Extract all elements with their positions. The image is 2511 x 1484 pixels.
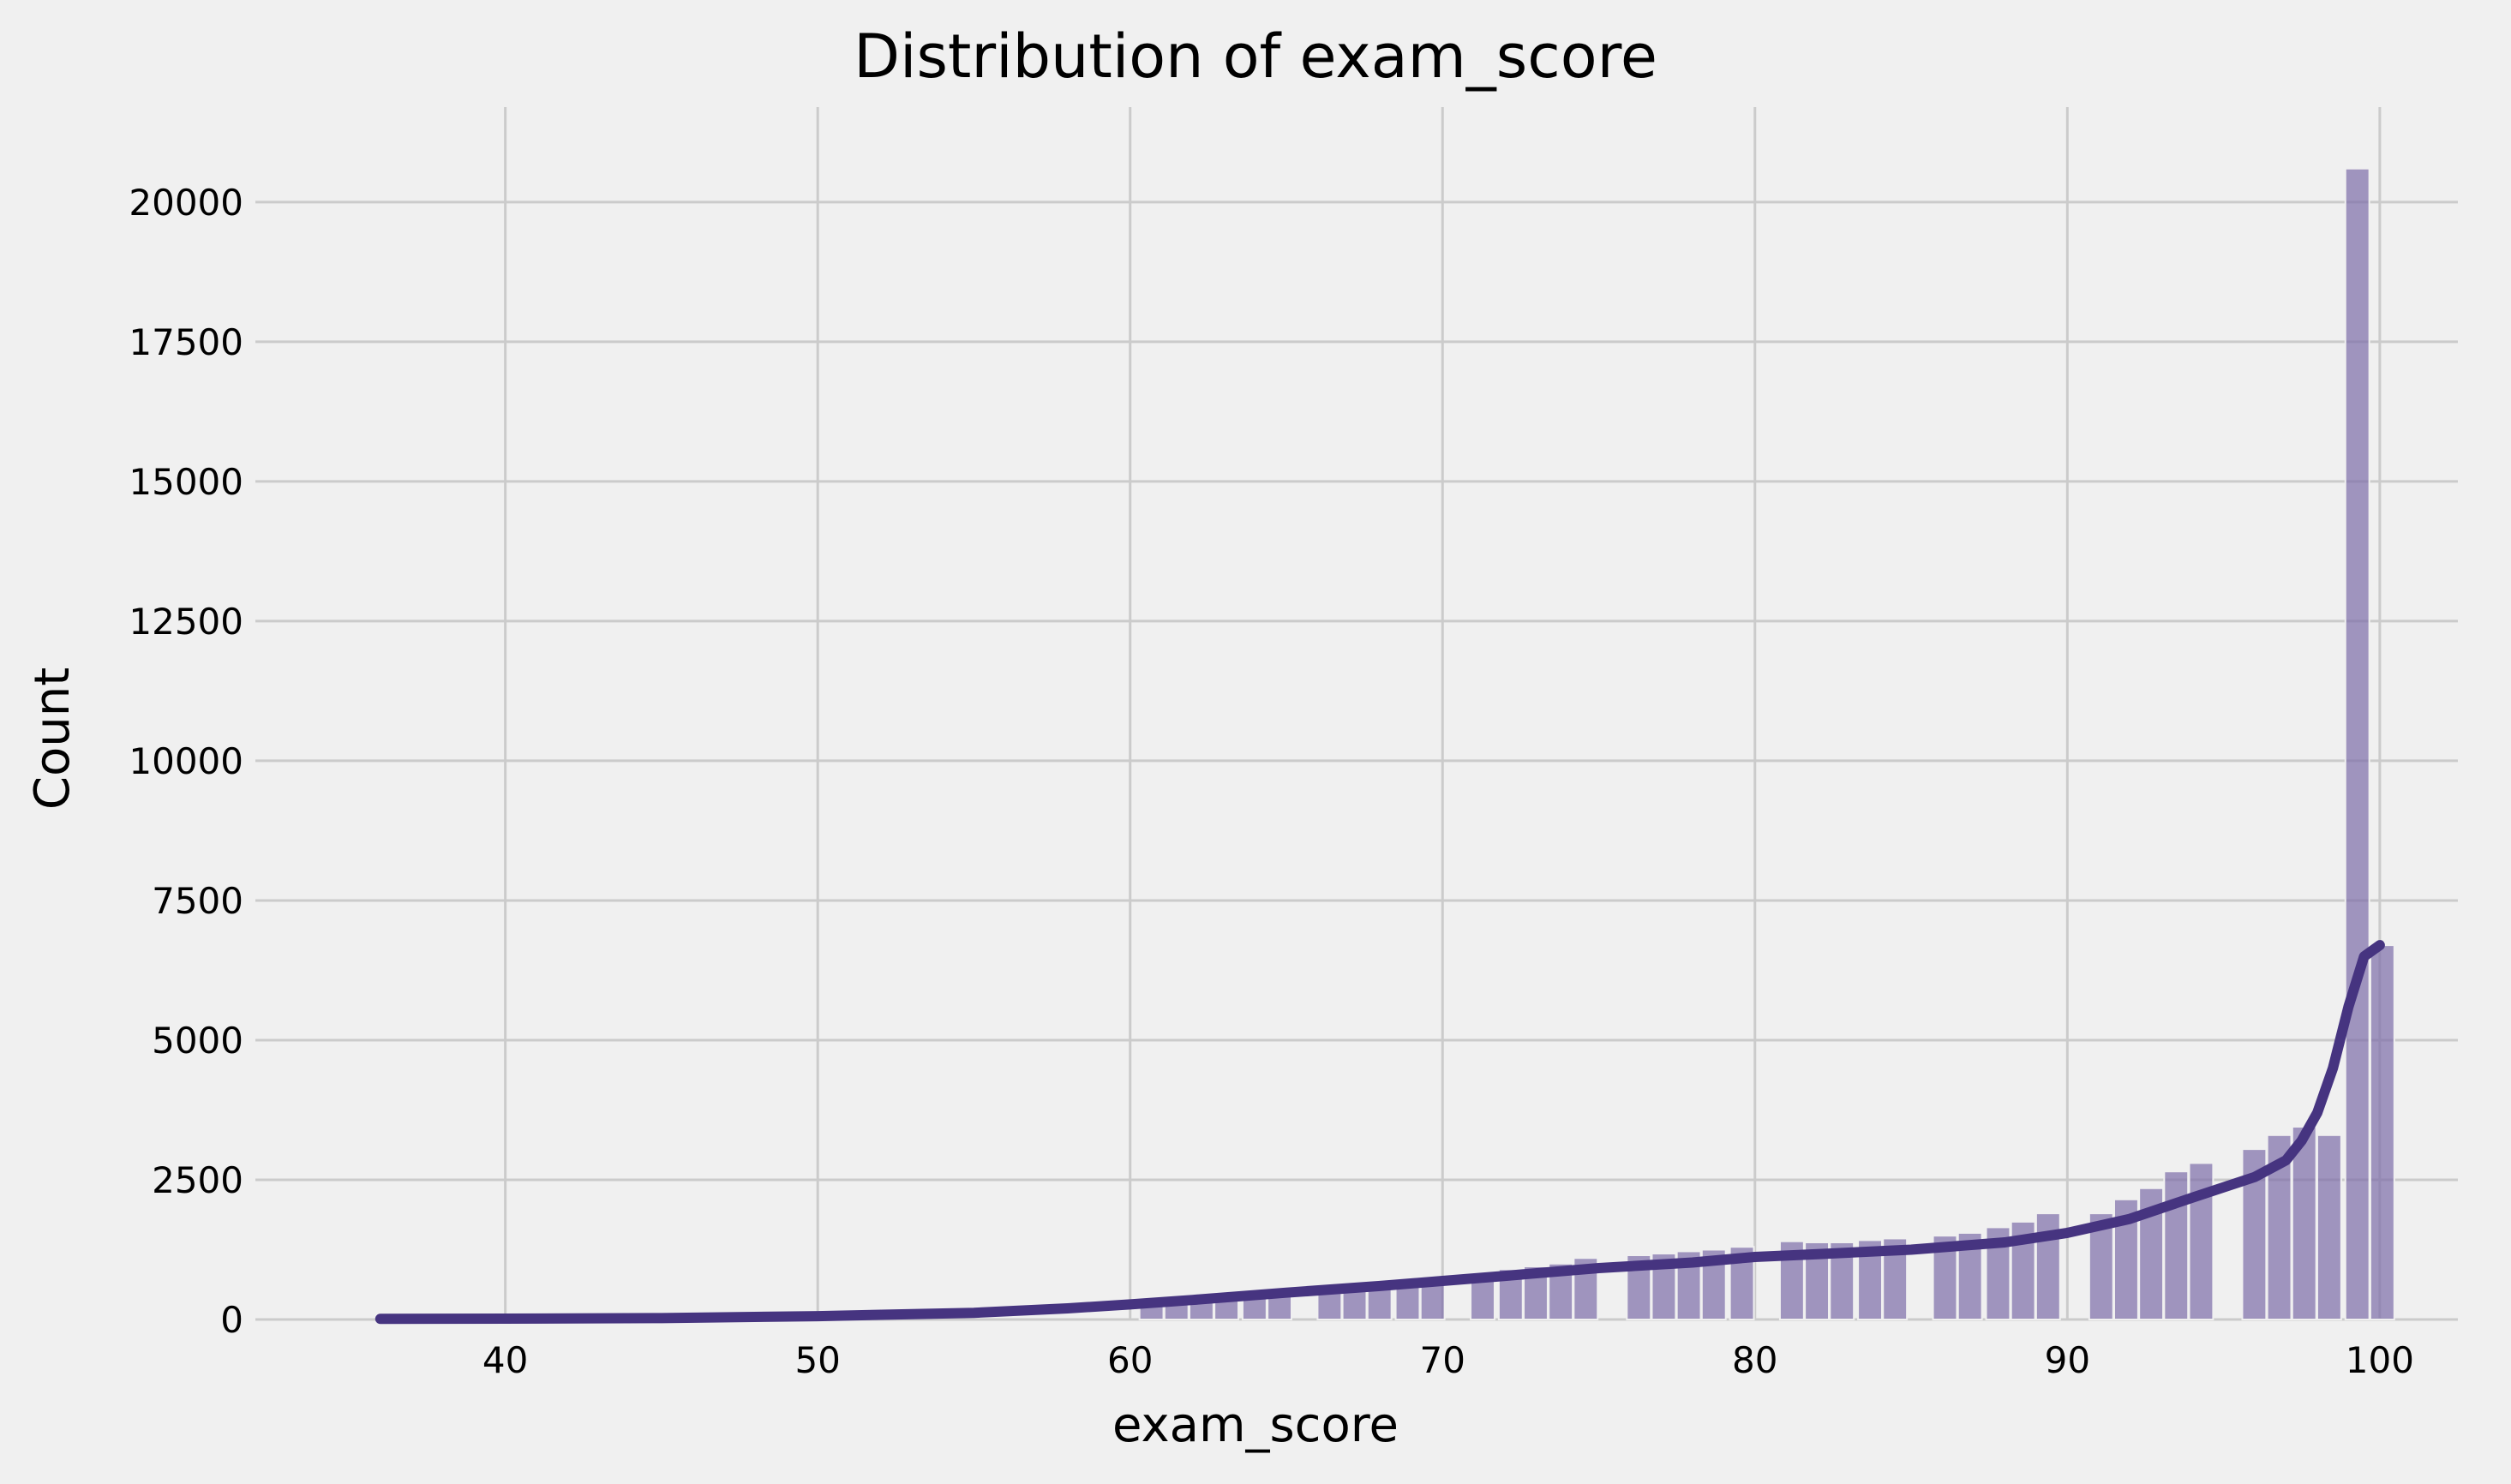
y-tick-label: 7500 bbox=[152, 880, 243, 922]
y-tick-label: 2500 bbox=[152, 1159, 243, 1201]
y-axis-label: Count bbox=[25, 667, 81, 810]
x-tick-label: 60 bbox=[1107, 1339, 1153, 1381]
chart-title: Distribution of exam_score bbox=[854, 21, 1657, 92]
histogram-bar bbox=[2291, 1126, 2317, 1320]
histogram-bar bbox=[2316, 1134, 2342, 1320]
y-tick-label: 5000 bbox=[152, 1020, 243, 1062]
x-axis-label: exam_score bbox=[1112, 1397, 1399, 1453]
histogram-bars bbox=[379, 167, 2395, 1321]
histogram-bar bbox=[2344, 167, 2370, 1320]
x-tick-label: 80 bbox=[1732, 1339, 1777, 1381]
x-tick-label: 50 bbox=[794, 1339, 840, 1381]
y-tick-label: 15000 bbox=[129, 461, 243, 503]
x-tick-label: 70 bbox=[1420, 1339, 1465, 1381]
x-tick-label: 40 bbox=[482, 1339, 528, 1381]
x-tick-labels: 40 50 60 70 80 90 100 bbox=[482, 1339, 2414, 1381]
y-tick-label: 17500 bbox=[129, 321, 243, 363]
histogram-bar bbox=[2369, 944, 2395, 1320]
y-tick-labels: 0 2500 5000 7500 10000 12500 15000 17500 20000 bbox=[129, 182, 243, 1341]
x-tick-label: 90 bbox=[2045, 1339, 2090, 1381]
y-tick-label: 12500 bbox=[129, 601, 243, 643]
y-tick-label: 20000 bbox=[129, 182, 243, 224]
y-tick-label: 0 bbox=[220, 1299, 243, 1341]
histogram-bar bbox=[2163, 1170, 2190, 1320]
histogram-bar bbox=[2188, 1162, 2214, 1320]
x-tick-label: 100 bbox=[2346, 1339, 2414, 1381]
kde-line bbox=[375, 940, 2385, 1325]
histogram-bar bbox=[2035, 1212, 2061, 1320]
y-tick-label: 10000 bbox=[129, 740, 243, 782]
